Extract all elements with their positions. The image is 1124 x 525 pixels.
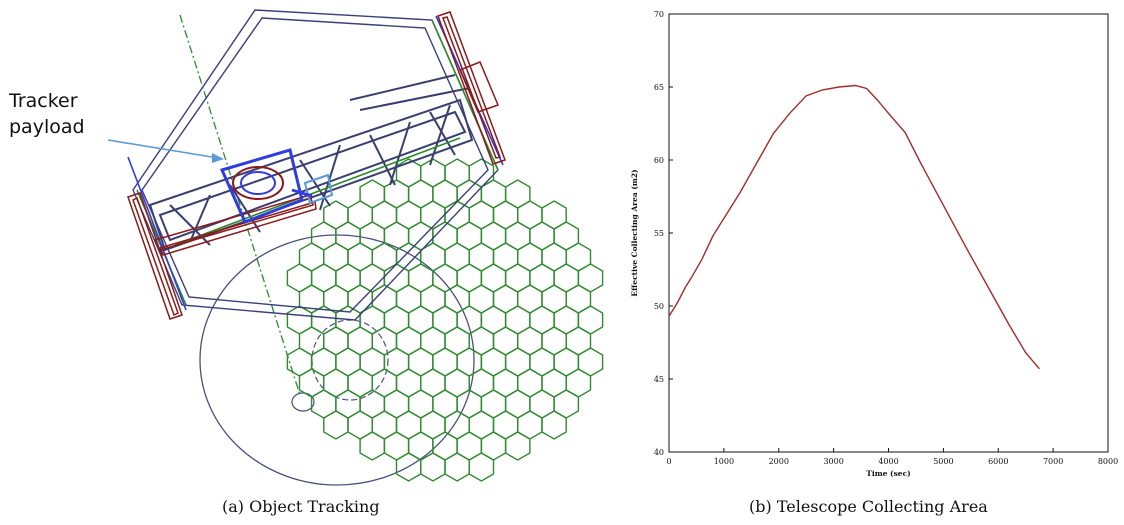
y-tick-label: 65	[654, 83, 664, 92]
x-tick-label: 5000	[933, 457, 953, 466]
red-side-bars	[127, 11, 506, 320]
collecting-area-chart: 40 45 50 55 60 65 70 0 1000 2000 3000 4000 5000 6000…	[630, 10, 1118, 478]
tracker-payload-label: Tracker payload	[9, 88, 85, 140]
hex-mirror-segment	[444, 452, 470, 482]
hex-mirror-segment	[420, 452, 446, 482]
blue-edge-lines	[127, 15, 504, 311]
green-struct-lines	[136, 19, 499, 306]
small-orbit-loop	[291, 392, 315, 412]
y-tick-label: 70	[654, 10, 664, 19]
y-tick-label: 60	[654, 156, 664, 165]
x-tick-label: 6000	[988, 457, 1008, 466]
hex-mirror-segment	[359, 431, 386, 461]
truss-structure	[148, 74, 474, 252]
tracker-label-line2: payload	[9, 116, 85, 138]
y-axis-label: Effective Collecting Area (m2)	[630, 169, 639, 296]
x-tick-label: 8000	[1098, 457, 1118, 466]
x-tick-label: 0	[666, 457, 671, 466]
annotation-arrow	[107, 139, 224, 163]
x-tick-label: 4000	[878, 457, 898, 466]
collecting-area-line	[668, 84, 1040, 370]
caption-a: (a) Object Tracking	[222, 497, 380, 516]
hex-mirror-segment	[323, 410, 349, 440]
y-tick-label: 40	[654, 448, 664, 457]
tracking-line	[179, 14, 301, 396]
plot-frame	[668, 13, 1109, 453]
x-tick-label: 1000	[714, 457, 734, 466]
x-tick-label: 3000	[823, 457, 843, 466]
caption-b: (b) Telescope Collecting Area	[749, 497, 988, 516]
telescope-illustration	[107, 9, 604, 486]
x-axis-label: Time (sec)	[866, 469, 910, 478]
hex-mirror-segment	[504, 431, 531, 461]
y-tick-label: 45	[654, 375, 664, 384]
y-tick-label: 50	[654, 302, 664, 311]
y-tick-label: 55	[654, 229, 664, 238]
x-axis: 0 1000 2000 3000 4000 5000 6000 7000 8000	[666, 448, 1118, 466]
hex-mirror-segment	[541, 410, 567, 440]
tracker-payload	[219, 148, 334, 224]
orbit-circle	[199, 234, 475, 486]
x-tick-label: 2000	[769, 457, 789, 466]
hexagonal-mirror-array	[286, 158, 604, 482]
collecting-area-panel: 40 45 50 55 60 65 70 0 1000 2000 3000 4000 5000 6000…	[610, 0, 1124, 525]
y-axis: 40 45 50 55 60 65 70	[654, 10, 673, 457]
x-tick-label: 7000	[1043, 457, 1063, 466]
tracker-label-line1: Tracker	[9, 90, 78, 112]
hex-mirror-segment	[468, 452, 495, 482]
object-tracking-panel: Tracker payload (a) Object Tracking	[9, 9, 604, 516]
